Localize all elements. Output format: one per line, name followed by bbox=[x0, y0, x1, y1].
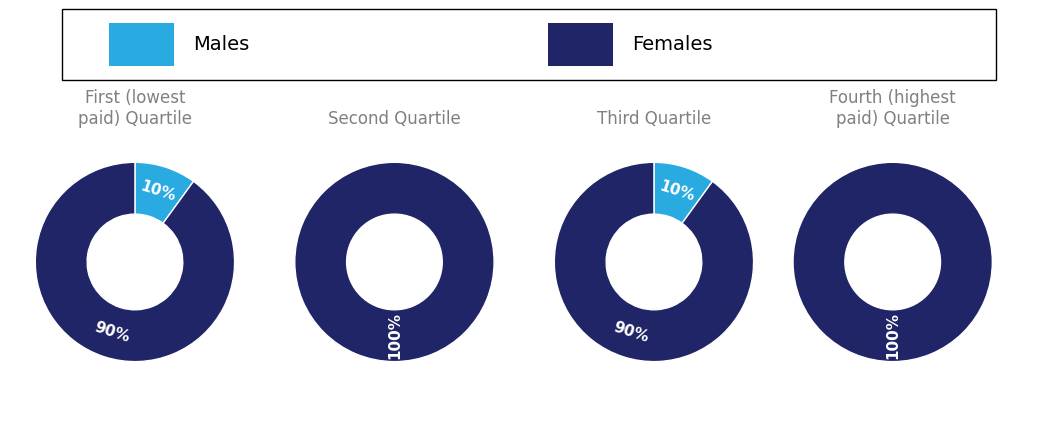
Text: 10%: 10% bbox=[657, 179, 696, 205]
Title: First (lowest
paid) Quartile: First (lowest paid) Quartile bbox=[78, 89, 192, 128]
Text: Females: Females bbox=[632, 35, 713, 54]
Text: 90%: 90% bbox=[92, 319, 132, 345]
Text: 100%: 100% bbox=[387, 312, 402, 359]
Wedge shape bbox=[654, 163, 712, 223]
Title: Second Quartile: Second Quartile bbox=[328, 110, 461, 128]
Title: Third Quartile: Third Quartile bbox=[597, 110, 711, 128]
Wedge shape bbox=[295, 163, 494, 361]
Title: Fourth (highest
paid) Quartile: Fourth (highest paid) Quartile bbox=[829, 89, 956, 128]
FancyBboxPatch shape bbox=[109, 23, 174, 66]
FancyBboxPatch shape bbox=[62, 9, 996, 80]
Text: 90%: 90% bbox=[611, 319, 651, 345]
Text: 100%: 100% bbox=[885, 312, 900, 359]
Wedge shape bbox=[35, 163, 235, 361]
Text: 10%: 10% bbox=[138, 179, 177, 205]
Text: Males: Males bbox=[193, 35, 249, 54]
Wedge shape bbox=[554, 163, 754, 361]
Wedge shape bbox=[135, 163, 193, 223]
Wedge shape bbox=[793, 163, 992, 361]
FancyBboxPatch shape bbox=[548, 23, 613, 66]
